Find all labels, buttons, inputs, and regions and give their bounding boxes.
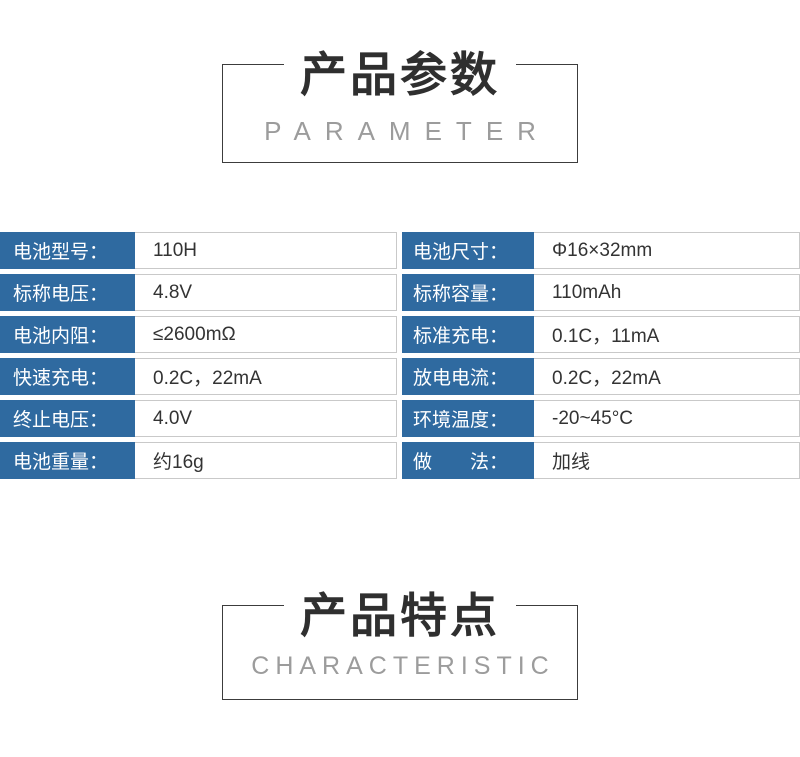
spec-label: 电池重量： (0, 442, 135, 479)
parameter-section-box: 产品参数 PARAMETER (222, 50, 578, 163)
spec-value: 加线 (534, 442, 800, 479)
spec-label: 快速充电： (0, 358, 135, 395)
spec-label: 标准充电： (402, 316, 534, 353)
spec-value: 110mAh (534, 274, 800, 311)
table-row: 放电电流： 0.2C，22mA (402, 358, 800, 395)
table-row: 电池内阻： ≤2600mΩ (0, 316, 397, 353)
spec-value: ≤2600mΩ (135, 316, 397, 353)
spec-label: 终止电压： (0, 400, 135, 437)
table-row: 环境温度： -20~45°C (402, 400, 800, 437)
spec-value: 0.2C，22mA (135, 358, 397, 395)
spec-label: 电池型号： (0, 232, 135, 269)
spec-table-left-column: 电池型号： 110H 标称电压： 4.8V 电池内阻： ≤2600mΩ 快速充电… (0, 232, 397, 484)
table-row: 标准充电： 0.1C，11mA (402, 316, 800, 353)
parameter-section-subtitle: PARAMETER (264, 116, 550, 146)
spec-label: 电池尺寸： (402, 232, 534, 269)
spec-value: 110H (135, 232, 397, 269)
spec-label: 标称容量： (402, 274, 534, 311)
characteristic-section-title: 产品特点 (284, 591, 516, 640)
spec-value: 0.1C，11mA (534, 316, 800, 353)
spec-label: 标称电压： (0, 274, 135, 311)
table-row: 做 法： 加线 (402, 442, 800, 479)
spec-label: 放电电流： (402, 358, 534, 395)
spec-label: 电池内阻： (0, 316, 135, 353)
table-row: 标称容量： 110mAh (402, 274, 800, 311)
table-row: 终止电压： 4.0V (0, 400, 397, 437)
spec-value: -20~45°C (534, 400, 800, 437)
spec-value: 4.0V (135, 400, 397, 437)
spec-value: Φ16×32mm (534, 232, 800, 269)
table-row: 电池尺寸： Φ16×32mm (402, 232, 800, 269)
table-row: 电池型号： 110H (0, 232, 397, 269)
parameter-section-title: 产品参数 (284, 50, 516, 99)
table-row: 电池重量： 约16g (0, 442, 397, 479)
spec-label: 做 法： (402, 442, 534, 479)
spec-label: 环境温度： (402, 400, 534, 437)
spec-table-right-column: 电池尺寸： Φ16×32mm 标称容量： 110mAh 标准充电： 0.1C，1… (402, 232, 800, 484)
spec-value: 约16g (135, 442, 397, 479)
spec-value: 4.8V (135, 274, 397, 311)
table-row: 标称电压： 4.8V (0, 274, 397, 311)
characteristic-section-subtitle: CHARACTERISTIC (251, 652, 555, 680)
table-row: 快速充电： 0.2C，22mA (0, 358, 397, 395)
characteristic-section-box: 产品特点 CHARACTERISTIC (222, 591, 578, 700)
spec-value: 0.2C，22mA (534, 358, 800, 395)
